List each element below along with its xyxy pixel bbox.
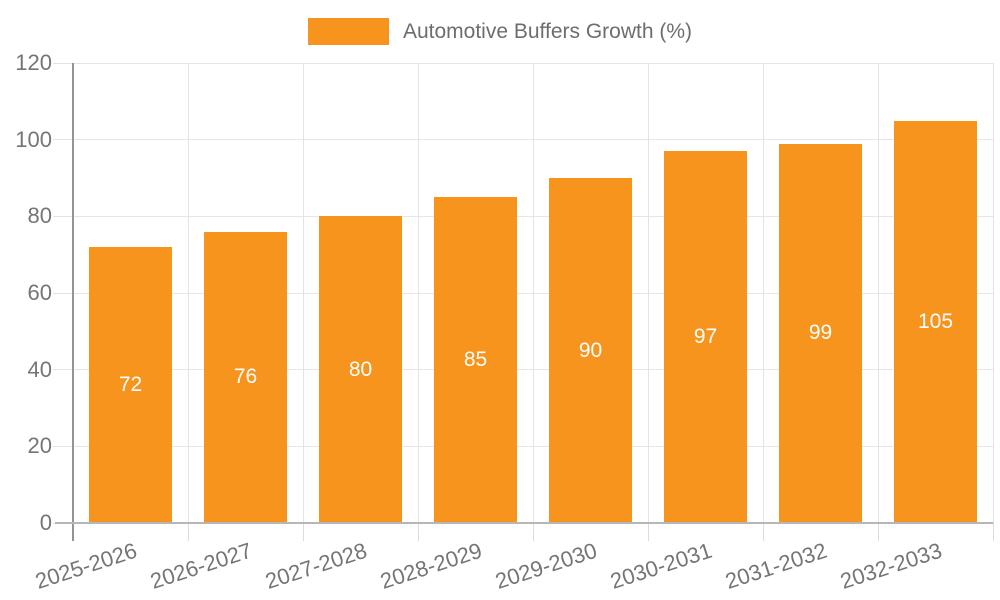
x-tick-mark <box>302 523 304 541</box>
x-axis-line <box>55 522 993 524</box>
x-axis-label: 2029-2030 <box>492 537 601 594</box>
bar-2029-2030[interactable] <box>549 178 632 523</box>
bar-2025-2026[interactable] <box>89 247 172 523</box>
y-axis-label: 60 <box>27 280 52 305</box>
category-gridline <box>647 63 649 523</box>
y-axis-line <box>72 63 74 541</box>
bar-2028-2029[interactable] <box>434 197 517 523</box>
y-axis-label: 100 <box>15 126 52 152</box>
plot-area: 72 76 80 85 90 97 99 105 <box>53 62 994 541</box>
y-axis-label: 80 <box>27 203 52 229</box>
x-tick-mark <box>647 523 649 541</box>
y-tick-mark <box>53 215 73 217</box>
x-tick-mark <box>532 523 534 541</box>
x-axis-label: 2025-2026 <box>32 537 141 594</box>
x-tick-mark <box>992 523 994 541</box>
y-tick-mark <box>53 292 73 294</box>
x-axis-label: 2027-2028 <box>262 537 371 594</box>
category-gridline <box>762 63 764 523</box>
x-tick-mark <box>417 523 419 541</box>
y-axis-label: 0 <box>39 510 52 535</box>
x-axis-label: 2031-2032 <box>722 537 831 594</box>
y-tick-mark <box>53 139 73 141</box>
category-gridline <box>992 63 994 523</box>
legend: Automotive Buffers Growth (%) <box>0 18 1000 45</box>
category-gridline <box>877 63 879 523</box>
category-gridline <box>417 63 419 523</box>
y-axis-label: 120 <box>15 50 52 75</box>
bar-2027-2028[interactable] <box>319 216 402 523</box>
bar-2032-2033[interactable] <box>894 120 977 523</box>
y-tick-mark <box>53 445 73 447</box>
x-axis-label: 2032-2033 <box>837 537 946 594</box>
x-axis-label: 2026-2027 <box>147 537 256 594</box>
category-gridline <box>302 63 304 523</box>
x-tick-mark <box>187 523 189 541</box>
x-axis-label: 2030-2031 <box>607 537 716 594</box>
y-tick-mark <box>53 62 73 64</box>
bar-2031-2032[interactable] <box>779 143 862 523</box>
x-tick-mark <box>877 523 879 541</box>
legend-item-automotive-buffers-growth[interactable]: Automotive Buffers Growth (%) <box>307 18 693 45</box>
legend-label: Automotive Buffers Growth (%) <box>402 20 693 43</box>
y-axis-label: 40 <box>27 356 52 382</box>
category-gridline <box>532 63 534 523</box>
y-axis-label: 20 <box>27 433 52 459</box>
x-tick-mark <box>762 523 764 541</box>
y-tick-mark <box>53 369 73 371</box>
bar-2030-2031[interactable] <box>664 151 747 523</box>
bar-2026-2027[interactable] <box>204 231 287 523</box>
category-gridline <box>187 63 189 523</box>
legend-swatch-icon <box>307 18 389 45</box>
x-axis-label: 2028-2029 <box>377 537 486 594</box>
